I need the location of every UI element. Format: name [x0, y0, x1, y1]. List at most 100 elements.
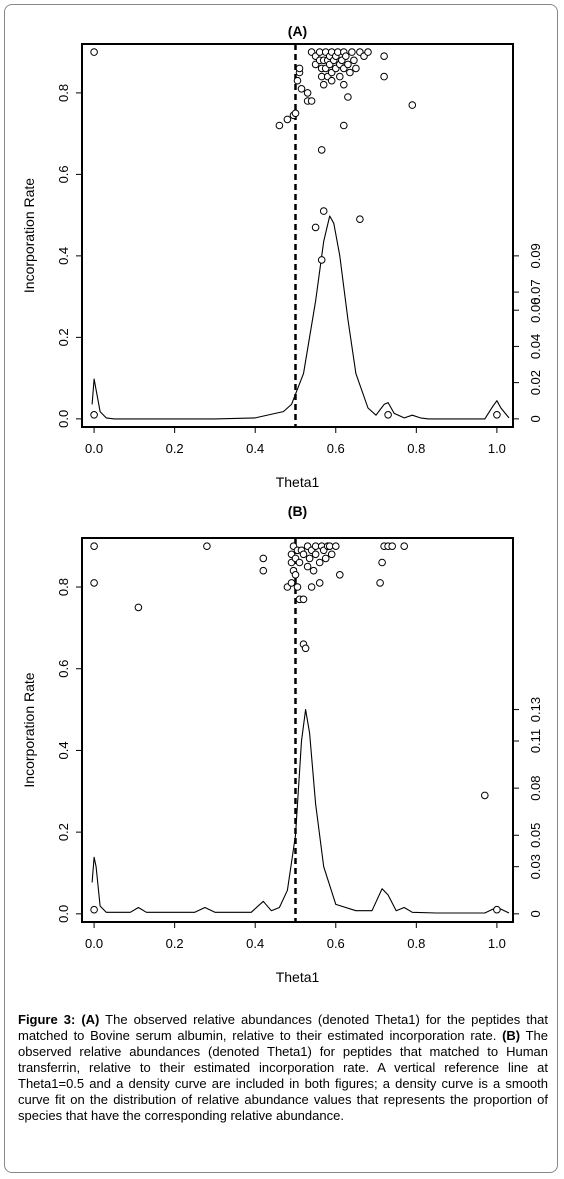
data-point-a-40	[344, 60, 352, 69]
x-tick-label-a-1: 0.2	[166, 441, 184, 456]
data-point-b-32	[315, 558, 324, 567]
data-point-a-59	[408, 101, 417, 109]
x-tick-label-a-2: 0.4	[246, 441, 264, 456]
y-tick-label-a-2: 0.4	[56, 247, 71, 265]
data-point-b-46	[388, 542, 397, 551]
data-point-a-54	[317, 146, 326, 154]
data-point-b-20	[299, 550, 308, 559]
data-point-b-42	[376, 579, 384, 587]
y2-tick-label-a-0: 0	[528, 415, 543, 422]
y-tick-label-b-3: 0.6	[56, 660, 71, 678]
x-tick-label-b-0: 0.0	[85, 936, 103, 951]
caption-figure-label: Figure 3:	[18, 1012, 76, 1027]
data-point-b-49	[493, 905, 501, 914]
data-point-b-21	[299, 595, 308, 604]
y2-tick-label-b-3: 0.08	[528, 775, 543, 800]
data-point-a-35	[336, 72, 344, 81]
data-point-b-23	[301, 644, 310, 653]
data-point-b-6	[259, 566, 268, 575]
data-point-b-33	[315, 579, 324, 587]
data-point-a-56	[356, 215, 364, 223]
caption-text-a: The observed relative abundances (denote…	[18, 1012, 548, 1043]
data-point-a-48	[380, 52, 388, 61]
figure-caption: Figure 3: (A) The observed relative abun…	[18, 1012, 548, 1124]
data-point-b-36	[321, 554, 330, 563]
x-tick-label-a-4: 0.8	[407, 441, 425, 456]
y-axis-label-b: Incorporation Rate	[21, 672, 37, 787]
y-tick-label-a-1: 0.2	[56, 328, 71, 346]
data-point-b-2	[90, 905, 98, 914]
x-tick-label-b-4: 0.8	[407, 936, 425, 951]
data-point-a-8	[295, 64, 304, 73]
data-point-b-3	[134, 603, 143, 612]
data-point-b-1	[90, 579, 98, 587]
x-tick-label-b-2: 0.4	[246, 936, 264, 951]
y-axis-label-a: Incorporation Rate	[21, 178, 37, 293]
data-point-b-16	[293, 583, 302, 591]
figure-frame	[4, 4, 558, 1173]
data-point-b-14	[291, 571, 300, 579]
y2-tick-label-a-4: 0.07	[528, 279, 543, 304]
data-point-a-12	[307, 97, 316, 105]
data-point-b-47	[400, 542, 409, 551]
y-tick-label-a-3: 0.6	[56, 165, 71, 183]
y2-tick-label-b-0: 0	[528, 910, 543, 917]
data-point-a-44	[352, 64, 360, 73]
y2-tick-label-a-3: 0.06	[528, 298, 543, 323]
data-point-a-10	[303, 89, 312, 97]
data-point-b-26	[305, 554, 314, 563]
y-tick-label-a-4: 0.8	[56, 84, 71, 102]
data-point-b-48	[481, 791, 489, 800]
data-point-b-39	[327, 550, 336, 559]
y2-tick-label-b-4: 0.11	[528, 729, 543, 753]
chart-title-b: (B)	[288, 503, 307, 519]
data-point-a-47	[364, 48, 372, 56]
data-point-a-43	[350, 56, 358, 65]
data-point-b-18	[295, 558, 304, 567]
y2-tick-label-b-1: 0.03	[528, 854, 543, 879]
data-point-b-43	[378, 558, 386, 567]
data-point-b-0	[90, 542, 98, 551]
y2-tick-label-a-2: 0.04	[528, 334, 543, 359]
data-point-a-49	[380, 72, 388, 81]
density-curve-a	[91, 215, 510, 420]
data-point-b-29	[309, 566, 318, 575]
data-point-a-52	[344, 93, 352, 101]
x-tick-label-a-0: 0.0	[85, 441, 103, 456]
x-tick-label-a-5: 1.0	[488, 441, 506, 456]
data-point-a-6	[293, 76, 302, 85]
data-point-a-53	[340, 121, 348, 130]
data-point-a-41	[346, 68, 354, 77]
y-tick-label-b-1: 0.2	[56, 823, 71, 841]
x-tick-label-b-5: 1.0	[488, 936, 506, 951]
y-tick-label-b-4: 0.8	[56, 578, 71, 596]
data-point-a-5	[291, 109, 300, 118]
y2-tick-label-b-2: 0.05	[528, 823, 543, 848]
data-point-b-31	[311, 550, 320, 559]
data-point-a-20	[319, 80, 328, 89]
data-point-b-8	[287, 579, 296, 587]
data-point-a-42	[348, 48, 356, 56]
plot-box-b	[81, 537, 514, 923]
y-tick-label-b-2: 0.4	[56, 741, 71, 759]
x-axis-label-b: Theta1	[276, 969, 320, 985]
data-point-a-51	[340, 80, 348, 89]
caption-text-b: The observed relative abundances (denote…	[18, 1028, 548, 1123]
y-tick-label-b-0: 0.0	[56, 905, 71, 923]
data-point-a-50	[327, 76, 336, 85]
data-point-a-3	[283, 115, 292, 124]
data-point-a-57	[311, 223, 320, 232]
y2-tick-label-a-1: 0.02	[528, 370, 543, 395]
caption-label-b: (B)	[502, 1028, 521, 1043]
data-point-a-60	[384, 411, 392, 419]
data-point-a-2	[275, 121, 284, 130]
data-point-a-61	[493, 411, 501, 419]
y-tick-label-a-0: 0.0	[56, 410, 71, 428]
data-point-b-40	[332, 542, 340, 551]
data-point-b-4	[203, 542, 211, 551]
data-point-b-5	[259, 554, 268, 563]
plot-box-a	[81, 43, 514, 428]
data-point-a-55	[319, 207, 328, 215]
